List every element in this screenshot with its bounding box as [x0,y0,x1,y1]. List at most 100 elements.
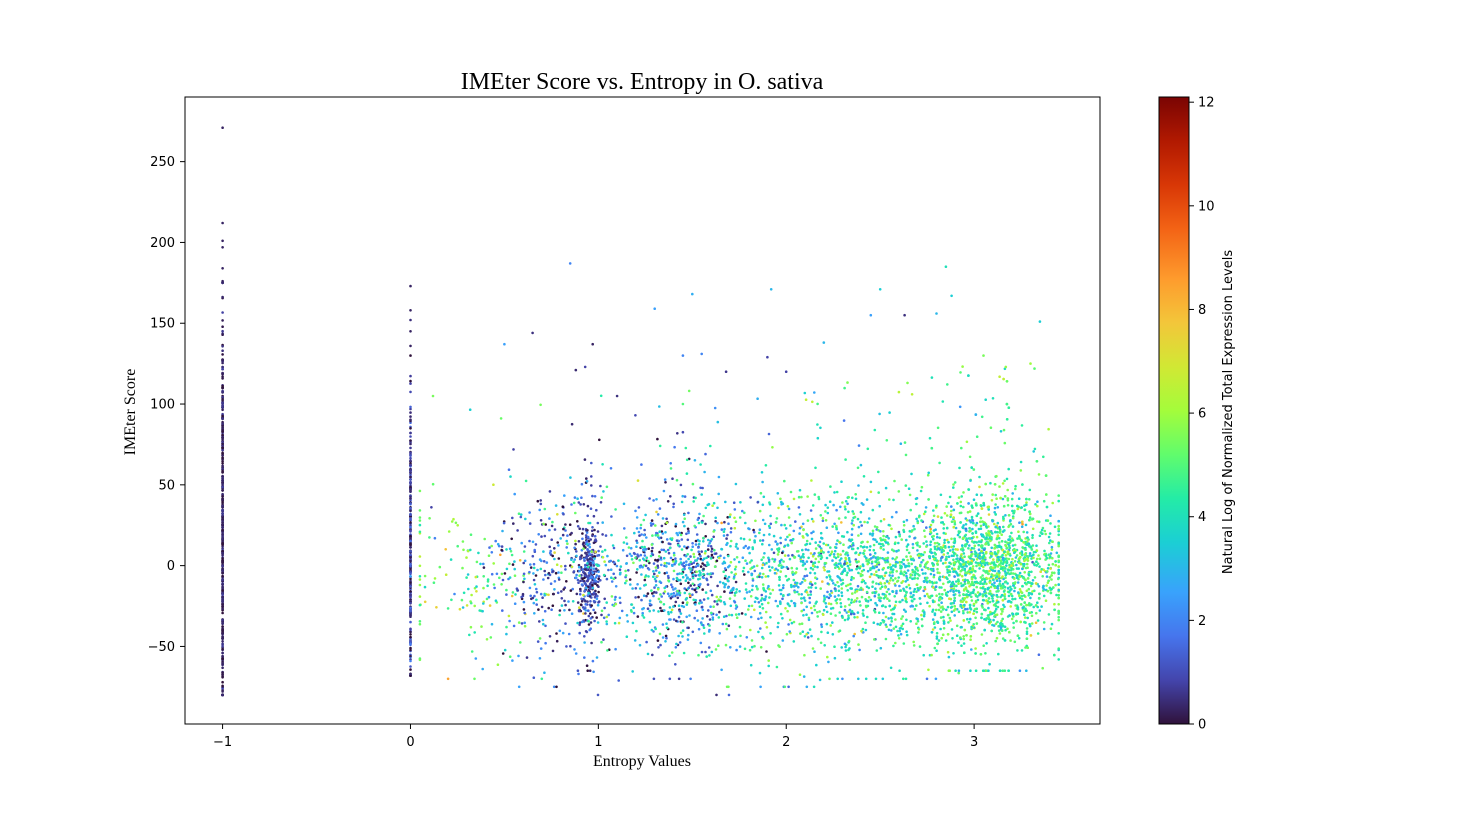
data-point [828,677,831,681]
data-point [891,590,894,593]
data-point [593,555,597,558]
data-point [840,594,844,598]
data-point [974,647,977,650]
data-point [848,608,852,612]
data-point [543,609,547,613]
data-point [861,609,865,612]
data-point [890,515,894,519]
data-point [538,637,542,640]
data-point [825,576,829,579]
data-point [691,576,695,580]
data-point [884,486,888,490]
data-point [846,564,850,568]
data-point [1000,612,1003,616]
data-point [881,577,885,580]
data-point [969,638,972,641]
data-point [672,605,675,608]
data-point [685,603,689,606]
data-point [586,600,589,603]
data-point [699,565,703,568]
data-point [676,593,679,596]
data-point [781,639,785,642]
data-point [744,521,747,525]
data-point [884,586,887,589]
data-point [629,583,632,586]
data-point [861,578,864,582]
data-point [657,597,661,601]
data-point [667,562,671,565]
data-point [798,488,802,492]
data-point [948,495,952,499]
data-point [806,636,810,639]
data-point [995,497,998,501]
data-point [592,564,596,567]
data-point [501,529,504,533]
data-point [679,483,683,487]
data-point [821,519,825,523]
data-point [966,617,969,621]
data-point [939,559,943,562]
data-point [1054,583,1057,587]
data-point [891,557,894,560]
data-point [792,578,796,582]
data-point [702,514,705,518]
data-point [826,582,830,585]
data-point [687,531,690,535]
data-point [777,564,781,567]
data-point [750,639,754,642]
data-point [601,463,604,466]
data-point [767,664,770,668]
data-point [871,556,875,559]
data-point [221,483,224,486]
data-point [572,501,576,505]
data-point [769,632,772,635]
data-point [774,521,778,524]
data-point [964,533,968,537]
data-point [454,521,458,525]
data-point [578,621,582,624]
data-point [734,604,738,607]
data-point [902,520,906,524]
data-point [444,573,448,576]
data-point [924,566,928,569]
data-point [644,547,648,551]
data-point [789,539,792,542]
data-point [856,466,860,470]
data-point [735,542,738,546]
data-point [523,577,526,581]
data-point [695,559,698,562]
data-point [221,578,224,582]
data-point [852,512,855,515]
data-point [693,616,696,620]
data-point [952,558,955,562]
data-point [524,479,528,483]
data-point [807,618,811,622]
data-point [611,544,615,547]
data-point [894,558,897,561]
data-point [866,540,869,544]
data-point [725,627,729,631]
data-point [790,599,793,603]
data-point [221,560,224,563]
data-point [759,627,762,630]
data-point [776,553,780,556]
data-point [912,577,916,580]
data-point [735,588,738,591]
data-point [507,614,511,618]
data-point [614,602,618,606]
data-point [911,546,915,550]
data-point [874,601,877,605]
data-point [528,586,532,590]
data-point [1006,587,1010,590]
data-point [692,552,695,556]
data-point [829,589,833,593]
data-point [586,558,589,562]
data-point [798,673,802,676]
data-point [717,598,720,601]
data-point [879,587,882,590]
data-point [667,579,670,582]
data-point [777,621,780,625]
data-point [538,657,542,660]
data-point [726,533,729,537]
data-point [950,545,953,549]
